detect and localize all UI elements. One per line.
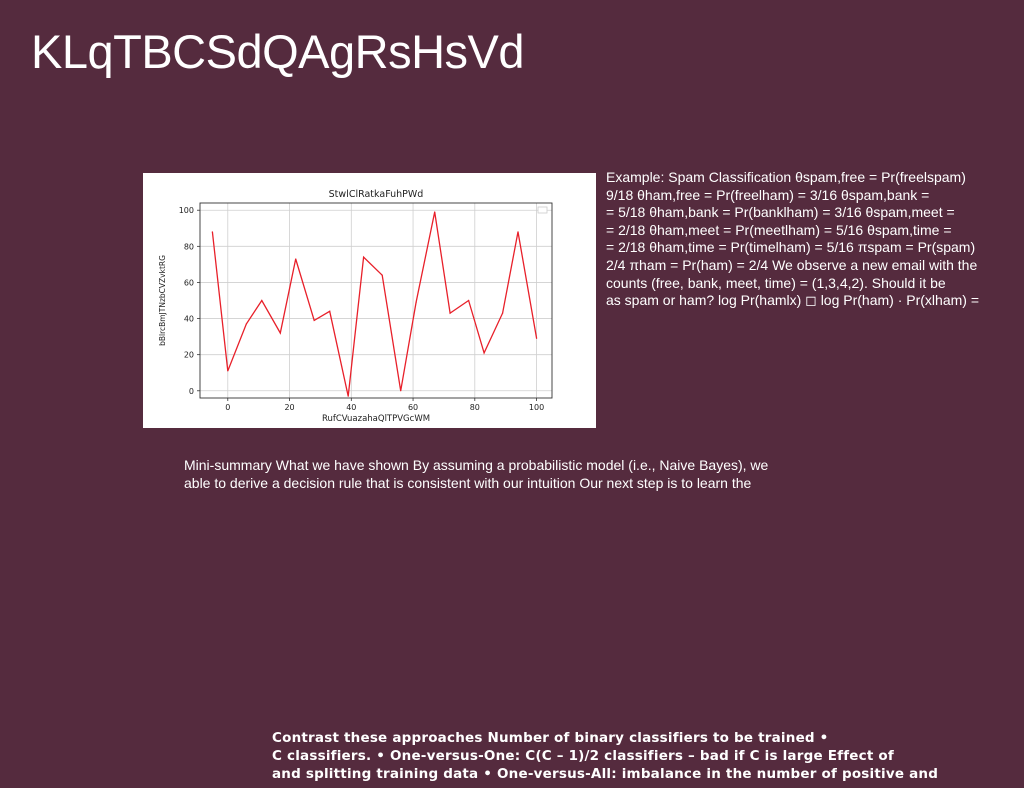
data-point	[517, 231, 519, 233]
x-tick-label: 40	[346, 403, 356, 412]
data-point	[313, 319, 315, 321]
data-point	[434, 211, 436, 213]
x-tick-label: 60	[408, 403, 418, 412]
summary-line: able to derive a decision rule that is c…	[184, 474, 752, 491]
data-point	[483, 352, 485, 354]
data-point	[468, 299, 470, 302]
example-line: = 2/18 θham,meet = Pr(meetlham) = 5/16 θ…	[606, 221, 952, 238]
chart-panel: 0 20 40 60 80 100 0 20 40 60 80 100 StwlClRatkaFuhP…	[143, 173, 596, 428]
summary-line: Mini-summary What we have shown By assum…	[184, 457, 769, 473]
contrast-line: C classifiers. • One-versus-One: C(C – 1…	[272, 748, 894, 764]
y-tick-label: 100	[179, 206, 194, 215]
x-tick-label: 20	[284, 403, 294, 412]
data-point	[347, 395, 349, 397]
contrast-line: and splitting training data • One-versus…	[272, 766, 939, 782]
data-point	[279, 332, 281, 334]
data-point	[400, 390, 402, 392]
x-tick-label: 0	[225, 403, 230, 412]
series-layer	[211, 211, 538, 397]
example-line: counts (free, bank, meet, time) = (1,3,4…	[606, 274, 946, 291]
example-text-block: Example: Spam Classification θspam,free …	[606, 169, 1024, 310]
contrast-block: Contrast these approaches Number of bina…	[272, 729, 938, 783]
data-point	[245, 323, 247, 325]
slide-title: KLqTBCSdQAgRsHsVd	[31, 25, 525, 78]
example-line: 2/4 πham = Pr(ham) = 2/4 We observe a ne…	[606, 256, 978, 273]
data-point	[329, 310, 331, 312]
data-point	[211, 231, 213, 233]
y-axis-label: bBlrcBmJTNzbCVZvktRG	[158, 255, 167, 346]
chart-title: StwlClRatkaFuhPWd	[329, 189, 424, 200]
data-point	[227, 370, 229, 372]
data-point	[415, 301, 417, 303]
chart-legend	[537, 206, 548, 214]
plot-frame	[199, 202, 553, 399]
line-chart: 0 20 40 60 80 100 0 20 40 60 80 100 StwlClRatkaFuhP…	[143, 173, 596, 428]
data-point	[449, 312, 451, 314]
example-line: = 5/18 θham,bank = Pr(banklham) = 3/16 θ…	[606, 204, 955, 221]
data-point	[261, 299, 263, 302]
y-tick-label: 20	[184, 351, 194, 360]
y-tick-label: 0	[189, 387, 194, 396]
chart-grid	[200, 203, 552, 398]
example-line: Example: Spam Classification θspam,free …	[606, 169, 966, 185]
x-tick-label: 100	[529, 403, 544, 412]
example-line: 9/18 θham,free = Pr(freelham) = 3/16 θsp…	[606, 186, 930, 203]
mini-summary-block: Mini-summary What we have shown By assum…	[184, 457, 768, 492]
y-tick-label: 80	[184, 242, 194, 251]
data-point	[363, 256, 365, 258]
example-line: = 2/18 θham,time = Pr(timelham) = 5/16 π…	[606, 239, 976, 256]
y-tick-label: 60	[184, 278, 194, 287]
data-point	[501, 312, 504, 314]
data-point	[381, 274, 383, 276]
x-tick-label: 80	[470, 403, 480, 412]
x-axis-label: RufCVuazahaQlTPVGcWM	[322, 414, 430, 424]
series-line	[211, 211, 538, 397]
axis-ticks: 0 20 40 60 80 100 0 20 40 60 80 100	[179, 206, 544, 412]
data-point	[295, 258, 297, 260]
contrast-line: Contrast these approaches Number of bina…	[272, 730, 829, 746]
y-tick-label: 40	[184, 315, 194, 324]
chart-background	[143, 173, 596, 428]
data-point	[535, 337, 538, 340]
example-line: as spam or ham? log Pr(hamlx) ◻ log Pr(h…	[606, 292, 979, 309]
